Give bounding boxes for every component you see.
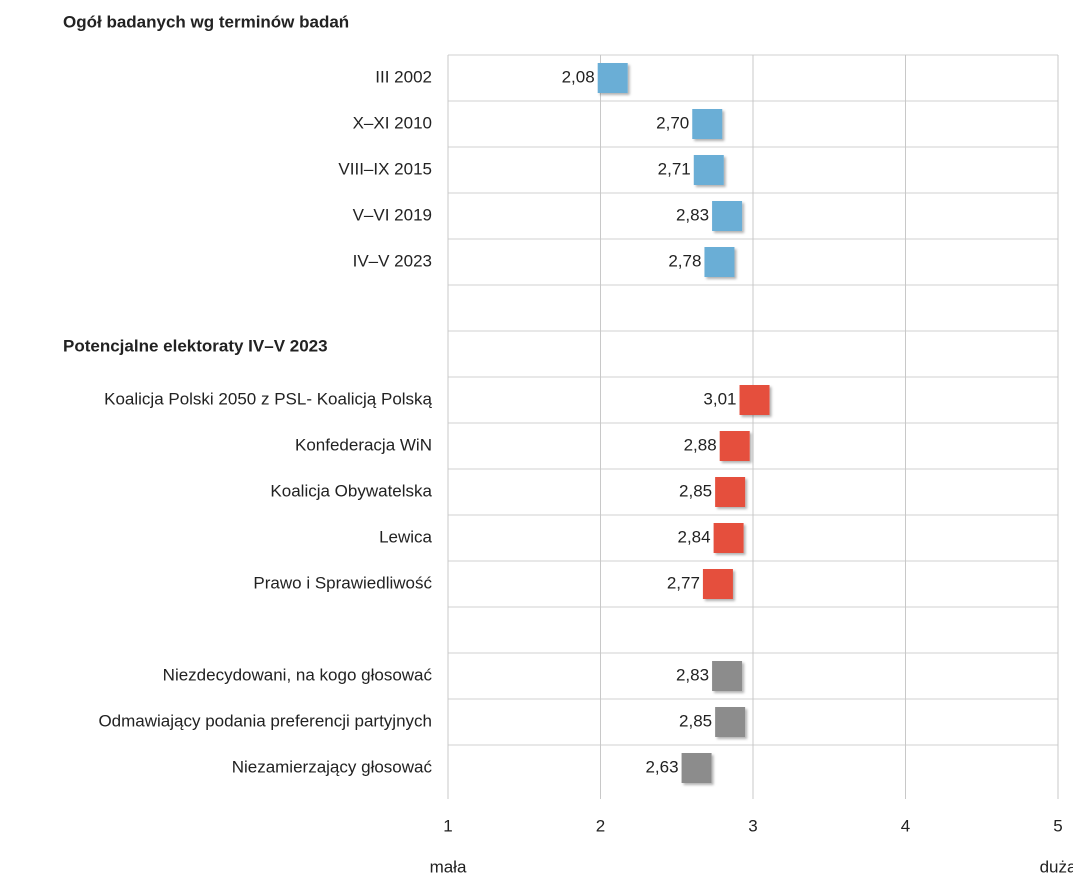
- y-tick-label: Koalicja Polski 2050 z PSL- Koalicją Pol…: [104, 389, 432, 408]
- value-label: 2,83: [676, 205, 709, 224]
- marker: [597, 63, 628, 93]
- value-label: 2,85: [679, 711, 712, 730]
- y-tick-label: Lewica: [379, 527, 432, 546]
- y-tick-label: VIII–IX 2015: [338, 159, 432, 178]
- y-tick-label: X–XI 2010: [353, 113, 432, 132]
- marker: [692, 109, 723, 139]
- marker: [693, 155, 724, 185]
- marker: [712, 661, 743, 691]
- marker: [719, 431, 750, 461]
- marker: [704, 247, 735, 277]
- value-label: 2,78: [668, 251, 701, 270]
- value-label: 2,88: [684, 435, 717, 454]
- y-tick-label: Prawo i Sprawiedliwość: [253, 573, 432, 592]
- value-label: 2,84: [678, 527, 711, 546]
- x-end-label: duża: [1040, 857, 1073, 876]
- x-tick-label: 5: [1053, 816, 1062, 835]
- y-tick-label: Niezdecydowani, na kogo głosować: [163, 665, 433, 684]
- marker: [681, 753, 712, 783]
- value-label: 2,83: [676, 665, 709, 684]
- x-end-label: mała: [430, 857, 467, 876]
- value-label: 2,70: [656, 113, 689, 132]
- marker: [715, 707, 746, 737]
- marker: [715, 477, 746, 507]
- y-tick-label: IV–V 2023: [353, 251, 432, 270]
- marker: [713, 523, 744, 553]
- y-tick-label: Niezamierzający głosować: [232, 757, 433, 776]
- x-tick-label: 4: [901, 816, 910, 835]
- y-tick-label: Odmawiający podania preferencji partyjny…: [98, 711, 432, 730]
- chart-title: Ogół badanych wg terminów badań: [63, 12, 349, 31]
- y-tick-label: Koalicja Obywatelska: [270, 481, 432, 500]
- value-label: 2,71: [658, 159, 691, 178]
- value-label: 2,77: [667, 573, 700, 592]
- marker: [739, 385, 770, 415]
- y-tick-label: III 2002: [375, 67, 432, 86]
- section-header: Potencjalne elektoraty IV–V 2023: [63, 336, 328, 355]
- x-tick-label: 1: [443, 816, 452, 835]
- value-label: 2,63: [645, 757, 678, 776]
- x-tick-label: 3: [748, 816, 757, 835]
- marker: [712, 201, 743, 231]
- value-label: 2,08: [562, 67, 595, 86]
- marker: [702, 569, 733, 599]
- value-label: 2,85: [679, 481, 712, 500]
- value-label: 3,01: [703, 389, 736, 408]
- x-tick-label: 2: [596, 816, 605, 835]
- y-tick-label: Konfederacja WiN: [295, 435, 432, 454]
- y-tick-label: V–VI 2019: [353, 205, 432, 224]
